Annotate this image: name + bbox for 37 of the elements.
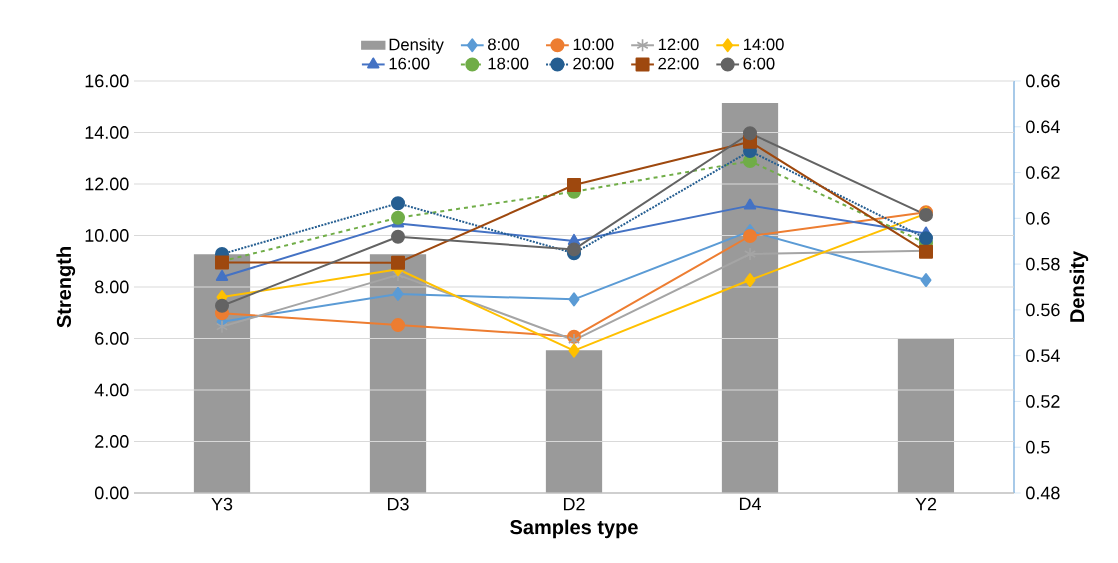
legend-label: Density	[389, 38, 444, 54]
y-tick-label: 14.00	[85, 126, 129, 139]
legend-label: 6:00	[743, 57, 775, 70]
y2-tick-label: 0.56	[1026, 303, 1060, 317]
legend-label: 22:00	[658, 57, 699, 70]
y2-tick-label: 0.54	[1026, 349, 1060, 363]
y-tick-label: 8.00	[95, 280, 129, 294]
y2-axis-title: Density	[1069, 250, 1089, 322]
y-tick-label: 10.00	[85, 229, 129, 242]
y2-tick-label: 0.48	[1026, 486, 1060, 500]
y-tick-label: 12.00	[85, 177, 129, 191]
y-tick-label: 0.00	[94, 486, 129, 500]
y-tick-label: 2.00	[95, 435, 129, 448]
y2-tick-label: 0.64	[1026, 120, 1060, 134]
legend-label: 18:00	[488, 57, 529, 70]
y2-tick-label: 0.6	[1026, 211, 1050, 225]
x-tick-label: Y3	[211, 497, 233, 511]
y-tick-label: 4.00	[94, 383, 129, 397]
y-tick-label: 6.00	[95, 332, 129, 345]
x-tick-label: D4	[739, 497, 761, 511]
y2-tick-label: 0.52	[1026, 395, 1060, 408]
legend-label: 16:00	[389, 57, 430, 70]
legend-label: 14:00	[744, 38, 784, 51]
y2-tick-label: 0.66	[1026, 74, 1060, 88]
y-tick-label: 16.00	[85, 74, 129, 88]
x-tick-label: D2	[563, 497, 585, 511]
legend-label: 10:00	[573, 38, 614, 51]
x-axis-title: Samples type	[510, 519, 638, 539]
y2-tick-label: 0.5	[1026, 440, 1050, 454]
legend-label: 12:00	[658, 38, 699, 51]
y2-tick-label: 0.62	[1026, 166, 1060, 179]
legend-label: 20:00	[573, 57, 614, 70]
x-tick-label: D3	[387, 497, 409, 511]
x-tick-label: Y2	[915, 497, 937, 511]
y-axis-title: Strength	[56, 247, 76, 328]
legend-label: 8:00	[488, 38, 520, 51]
y2-tick-label: 0.58	[1026, 257, 1060, 271]
